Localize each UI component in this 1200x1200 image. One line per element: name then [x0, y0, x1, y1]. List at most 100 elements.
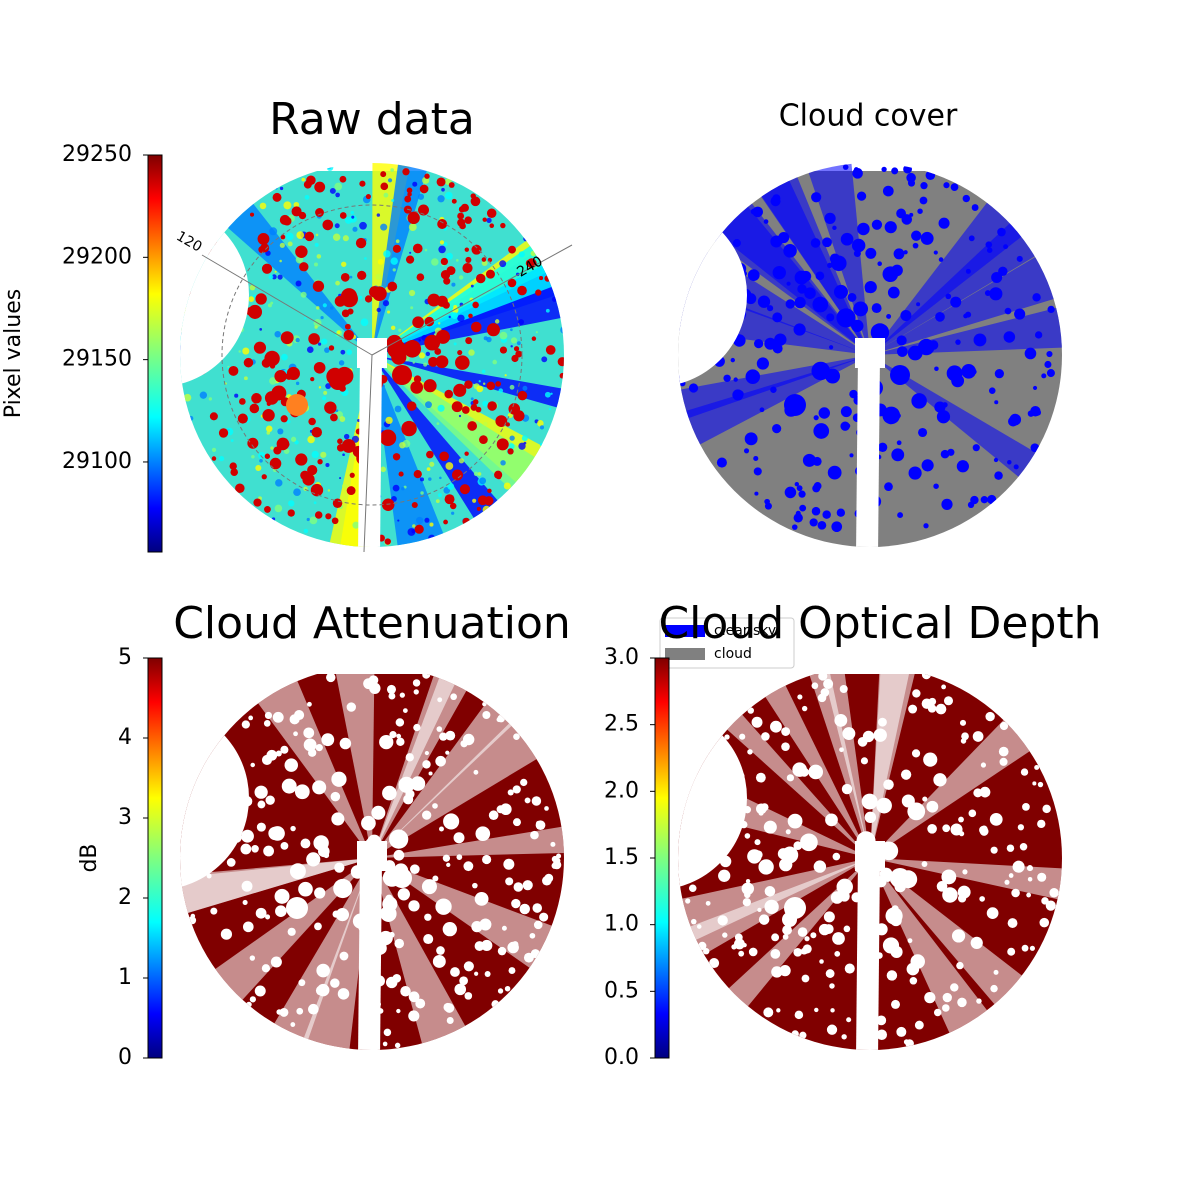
image-blob	[731, 944, 737, 950]
image-blob	[811, 506, 821, 516]
image-blob	[876, 1029, 888, 1041]
image-speck	[517, 537, 524, 543]
image-blob	[1044, 360, 1052, 368]
image-speck	[539, 425, 545, 430]
image-blob	[826, 1024, 838, 1035]
image-streak	[870, 291, 1062, 355]
image-blob	[942, 1004, 950, 1012]
image-speck	[295, 280, 302, 287]
image-blob	[1013, 464, 1019, 470]
image-blob	[453, 383, 467, 397]
image-streak	[787, 163, 870, 355]
image-blob	[847, 292, 857, 302]
image-blob	[891, 167, 899, 175]
image-blob	[317, 459, 323, 465]
image-blob	[794, 296, 806, 309]
image-speck	[472, 498, 477, 503]
image-blob	[1011, 888, 1020, 898]
image-blob	[529, 932, 536, 939]
image-blob	[766, 305, 774, 312]
image-blob	[280, 331, 294, 345]
image-blob	[470, 193, 476, 199]
image-blob	[311, 427, 323, 438]
image-blob	[523, 952, 534, 963]
image-speck	[376, 307, 381, 313]
image-blob	[286, 394, 308, 416]
image-blob	[747, 707, 754, 714]
image-blob	[481, 257, 487, 262]
image-speck	[431, 258, 439, 266]
image-blob	[266, 401, 272, 406]
image-blob	[326, 672, 336, 683]
image-blob	[876, 1015, 887, 1026]
image-speck	[383, 250, 391, 258]
image-blob	[773, 313, 780, 320]
image-blob	[832, 932, 845, 945]
image-speck	[335, 192, 340, 198]
image-blob	[290, 1022, 296, 1027]
image-speck	[321, 338, 328, 345]
image-speck	[274, 330, 281, 338]
image-blob	[442, 921, 457, 937]
image-blob	[998, 746, 1009, 757]
image-blob	[495, 415, 508, 427]
image-speck	[329, 187, 336, 194]
image-blob	[287, 509, 295, 517]
image-blob	[896, 1026, 907, 1037]
image-speck	[342, 483, 347, 489]
image-blob	[462, 517, 471, 526]
image-speck	[494, 319, 500, 324]
image-blob	[341, 439, 356, 453]
image-blob	[1039, 917, 1050, 928]
image-blob	[423, 934, 434, 945]
image-blob	[936, 410, 951, 424]
image-speck	[360, 318, 369, 327]
image-blob	[500, 803, 512, 816]
image-blob	[959, 831, 965, 837]
image-blob	[314, 922, 322, 931]
image-speck	[429, 461, 435, 467]
image-speck	[281, 353, 288, 361]
image-speck	[323, 390, 328, 395]
image-speck	[437, 195, 445, 203]
image-blob	[918, 427, 928, 438]
image-blob	[793, 947, 803, 957]
image-blob	[243, 357, 254, 368]
image-blob	[272, 711, 284, 723]
image-blob	[454, 983, 467, 996]
image-speck	[412, 361, 415, 364]
image-speck	[339, 416, 346, 422]
image-speck	[481, 523, 487, 528]
image-blob	[410, 381, 424, 394]
image-speck	[451, 282, 456, 287]
image-speck	[364, 257, 367, 260]
image-blob	[457, 349, 463, 356]
image-speck	[410, 306, 414, 310]
image-blob	[455, 355, 470, 370]
image-speck	[483, 421, 488, 426]
image-blob	[908, 704, 918, 714]
image-blob	[744, 833, 751, 839]
image-blob	[408, 991, 420, 1003]
image-speck	[486, 217, 492, 224]
image-blob	[261, 754, 273, 765]
image-blob	[513, 346, 520, 352]
image-blob	[339, 385, 346, 392]
image-speck	[380, 466, 386, 473]
image-speck	[412, 524, 416, 528]
image-blob	[836, 878, 853, 896]
image-blob	[856, 191, 867, 201]
image-speck	[391, 199, 395, 202]
image-blob	[249, 403, 260, 414]
image-speck	[275, 187, 278, 190]
colorbar-tick-label: 1.5	[604, 845, 639, 870]
image-blob	[990, 984, 998, 993]
colorbar-label: dB	[77, 843, 102, 872]
image-blob	[739, 733, 746, 740]
image-speck	[349, 275, 353, 279]
image-blob	[472, 301, 479, 309]
image-blob	[316, 983, 330, 997]
image-blob	[890, 868, 910, 888]
image-blob	[911, 230, 922, 241]
image-speck	[318, 386, 322, 389]
